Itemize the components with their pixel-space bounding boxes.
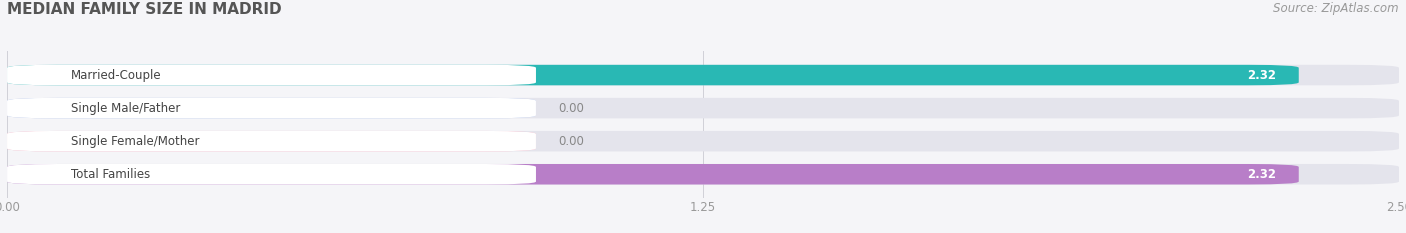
Text: Source: ZipAtlas.com: Source: ZipAtlas.com	[1274, 2, 1399, 15]
FancyBboxPatch shape	[7, 131, 536, 151]
Text: Married-Couple: Married-Couple	[70, 69, 162, 82]
Text: MEDIAN FAMILY SIZE IN MADRID: MEDIAN FAMILY SIZE IN MADRID	[7, 2, 281, 17]
FancyBboxPatch shape	[7, 98, 1399, 118]
Text: 0.00: 0.00	[558, 102, 583, 115]
FancyBboxPatch shape	[7, 131, 1399, 151]
FancyBboxPatch shape	[7, 65, 1299, 85]
FancyBboxPatch shape	[7, 98, 536, 118]
Text: 2.32: 2.32	[1247, 69, 1277, 82]
FancyBboxPatch shape	[7, 164, 1299, 185]
FancyBboxPatch shape	[7, 65, 536, 85]
FancyBboxPatch shape	[7, 164, 1399, 185]
Text: Single Female/Mother: Single Female/Mother	[70, 135, 200, 148]
FancyBboxPatch shape	[7, 164, 536, 185]
Text: Total Families: Total Families	[70, 168, 150, 181]
Text: 0.00: 0.00	[558, 135, 583, 148]
FancyBboxPatch shape	[7, 98, 536, 118]
FancyBboxPatch shape	[7, 131, 536, 151]
Text: Single Male/Father: Single Male/Father	[70, 102, 180, 115]
FancyBboxPatch shape	[7, 65, 1399, 85]
Text: 2.32: 2.32	[1247, 168, 1277, 181]
